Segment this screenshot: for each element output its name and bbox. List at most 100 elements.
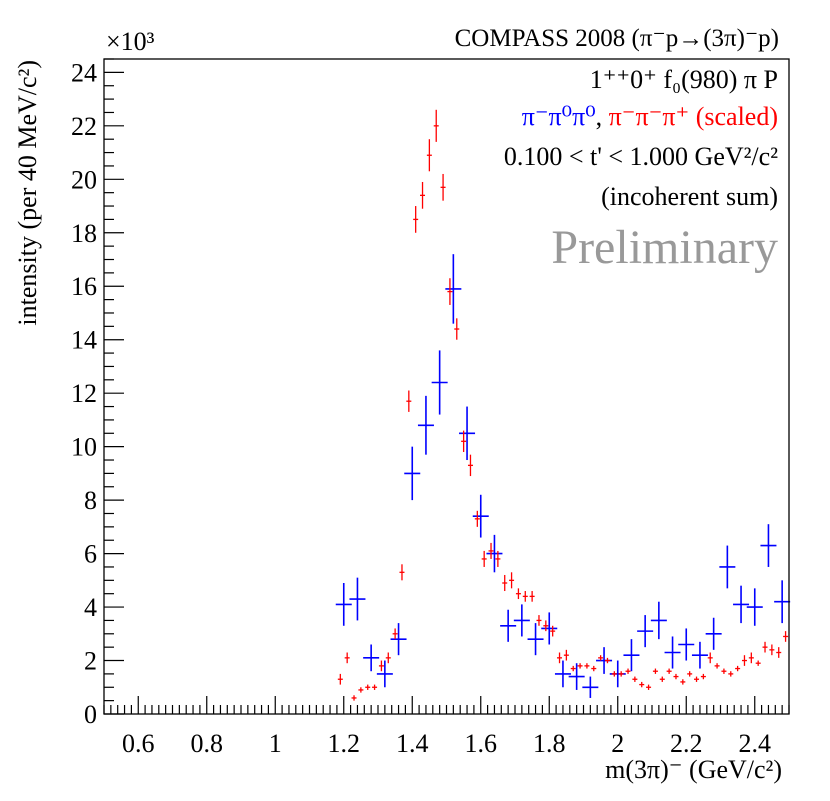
x-tick-label: 0.8 — [191, 729, 224, 758]
data-point — [762, 641, 768, 653]
data-point — [746, 588, 763, 626]
data-point — [404, 446, 421, 501]
data-point — [413, 206, 419, 233]
x-tick-labels: 0.6 0.8 1 1.2 1.4 1.6 1.8 2 2.2 2.4 — [122, 729, 771, 758]
data-point — [639, 681, 645, 688]
data-point — [447, 278, 453, 305]
data-point — [680, 679, 686, 685]
data-point — [454, 318, 460, 340]
data-point — [673, 673, 679, 680]
data-point — [582, 676, 599, 698]
data-point — [522, 591, 528, 602]
x-tick-label: 0.6 — [122, 729, 155, 758]
data-point — [515, 588, 521, 600]
data-point — [774, 580, 791, 624]
data-point — [755, 660, 761, 666]
data-point — [351, 695, 357, 701]
legend-neutral: π⁻π⁰π⁰ — [522, 102, 596, 131]
x-tick-label: 2 — [611, 729, 624, 758]
y-tick-label: 24 — [71, 58, 97, 87]
x-tick-label: 1.8 — [533, 729, 566, 758]
data-point — [707, 652, 713, 664]
data-point — [721, 668, 727, 674]
data-point — [337, 673, 343, 685]
data-point — [637, 615, 654, 648]
x-tick-label: 1 — [269, 729, 282, 758]
data-point — [536, 615, 542, 626]
data-point — [719, 545, 736, 589]
data-point — [691, 641, 708, 669]
data-point — [557, 652, 563, 664]
data-point — [502, 574, 508, 592]
data-point — [378, 660, 384, 672]
data-point — [495, 550, 501, 567]
data-point — [664, 636, 681, 669]
data-point — [598, 655, 604, 661]
y-tick-label: 22 — [71, 112, 97, 141]
data-point — [440, 173, 446, 201]
y-tick-label: 0 — [84, 700, 97, 729]
data-point — [509, 572, 515, 589]
data-point — [728, 671, 734, 677]
y-tick-label: 12 — [71, 379, 97, 408]
x-tick-label: 2.2 — [670, 729, 703, 758]
data-point — [611, 671, 617, 677]
data-point — [417, 395, 434, 455]
data-point — [500, 609, 517, 642]
x-tick-label: 2.4 — [739, 729, 772, 758]
data-point — [760, 524, 777, 567]
data-point — [358, 687, 364, 693]
x-tick-label: 1.2 — [328, 729, 361, 758]
legend-line: π⁻π⁰π⁰, π⁻π⁻π⁺ (scaled) — [522, 102, 778, 131]
data-point — [543, 620, 549, 632]
data-point — [390, 623, 407, 656]
chart-title: COMPASS 2008 (π⁻p→(3π)⁻p) — [455, 25, 779, 52]
data-point — [776, 647, 782, 658]
data-point — [659, 676, 665, 682]
data-point — [652, 668, 658, 674]
data-point — [474, 510, 480, 527]
data-point — [554, 660, 571, 688]
data-point — [406, 390, 412, 412]
data-point — [604, 657, 610, 664]
data-point — [735, 665, 741, 672]
y-tick-label: 2 — [84, 647, 97, 676]
data-point — [650, 601, 667, 640]
data-point — [365, 684, 371, 690]
data-point — [420, 181, 426, 209]
data-point — [678, 628, 695, 661]
y-axis-title: intensity (per 40 MeV/c²) — [13, 60, 42, 326]
data-point — [694, 676, 700, 682]
data-point — [563, 649, 569, 661]
data-point — [618, 671, 624, 677]
y-tick-label: 8 — [84, 486, 97, 515]
data-point — [376, 660, 393, 688]
y-axis-exponent: ×10³ — [106, 27, 155, 56]
data-point — [513, 604, 530, 637]
data-point — [481, 550, 487, 567]
data-point — [568, 663, 585, 690]
data-point — [584, 663, 590, 669]
data-point — [372, 684, 378, 690]
incoherent-sum-label: (incoherent sum) — [601, 182, 778, 211]
data-point — [363, 644, 380, 672]
data-point — [705, 617, 722, 650]
data-point — [700, 673, 706, 680]
data-point — [591, 665, 597, 672]
preliminary-label: Preliminary — [551, 221, 778, 274]
data-point — [426, 139, 432, 172]
data-point — [741, 655, 747, 666]
data-point — [577, 663, 583, 669]
plot-frame — [103, 58, 790, 715]
y-tick-label: 4 — [84, 593, 97, 622]
data-point — [488, 542, 494, 559]
data-point — [783, 631, 789, 642]
data-point — [344, 652, 350, 664]
data-point — [541, 612, 558, 645]
data-point — [399, 564, 405, 581]
series-charged — [337, 109, 789, 701]
data-point — [461, 430, 467, 452]
x-axis-title: m(3π)⁻ (GeV/c²) — [605, 755, 782, 784]
wave-label: 1⁺⁺0⁺ f₀(980) π P — [590, 65, 778, 94]
data-point — [687, 671, 693, 677]
